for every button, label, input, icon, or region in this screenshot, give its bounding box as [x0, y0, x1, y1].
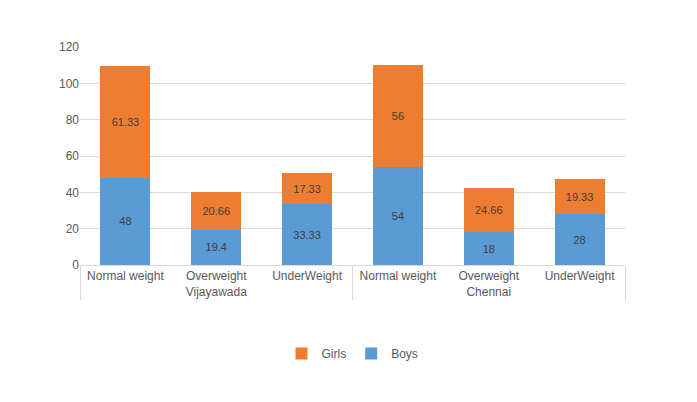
- svg-text:UnderWeight: UnderWeight: [545, 269, 615, 283]
- svg-text:Vijayawada: Vijayawada: [186, 285, 247, 299]
- svg-text:120: 120: [59, 40, 79, 54]
- svg-text:20.66: 20.66: [202, 205, 230, 217]
- svg-text:Overweight: Overweight: [458, 269, 519, 283]
- svg-text:100: 100: [59, 77, 79, 91]
- svg-text:80: 80: [66, 113, 80, 127]
- svg-text:24.66: 24.66: [475, 204, 503, 216]
- svg-text:19.4: 19.4: [206, 241, 227, 253]
- svg-text:20: 20: [66, 222, 80, 236]
- svg-text:56: 56: [392, 110, 404, 122]
- svg-text:Overweight: Overweight: [186, 269, 247, 283]
- svg-text:Chennai: Chennai: [466, 285, 511, 299]
- svg-text:61.33: 61.33: [112, 116, 140, 128]
- svg-text:Boys: Boys: [391, 347, 418, 361]
- svg-text:Normal weight: Normal weight: [360, 269, 437, 283]
- svg-text:Girls: Girls: [322, 347, 347, 361]
- svg-text:40: 40: [66, 186, 80, 200]
- svg-text:54: 54: [392, 210, 404, 222]
- svg-text:28: 28: [573, 234, 585, 246]
- svg-text:17.33: 17.33: [293, 183, 321, 195]
- svg-text:19.33: 19.33: [566, 191, 594, 203]
- svg-text:Normal weight: Normal weight: [87, 269, 164, 283]
- svg-text:48: 48: [119, 215, 131, 227]
- svg-text:60: 60: [66, 149, 80, 163]
- svg-text:UnderWeight: UnderWeight: [272, 269, 342, 283]
- svg-text:18: 18: [483, 243, 495, 255]
- svg-text:0: 0: [72, 258, 79, 272]
- svg-text:33.33: 33.33: [293, 229, 321, 241]
